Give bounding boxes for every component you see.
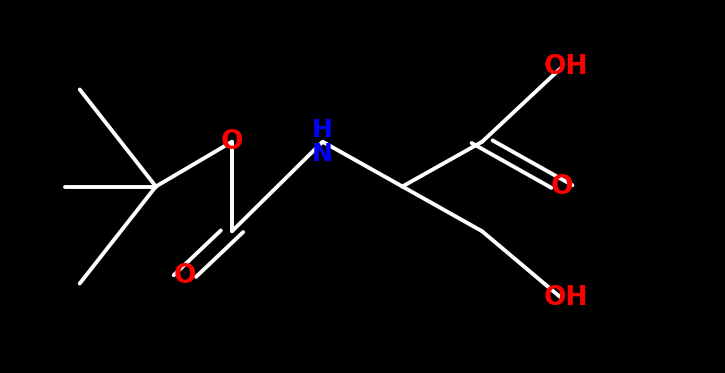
Text: O: O (220, 129, 244, 155)
Text: OH: OH (543, 54, 588, 80)
Text: O: O (550, 173, 573, 200)
Text: OH: OH (543, 285, 588, 311)
Text: N: N (312, 142, 333, 166)
Text: O: O (173, 263, 196, 289)
Text: H: H (312, 118, 333, 142)
